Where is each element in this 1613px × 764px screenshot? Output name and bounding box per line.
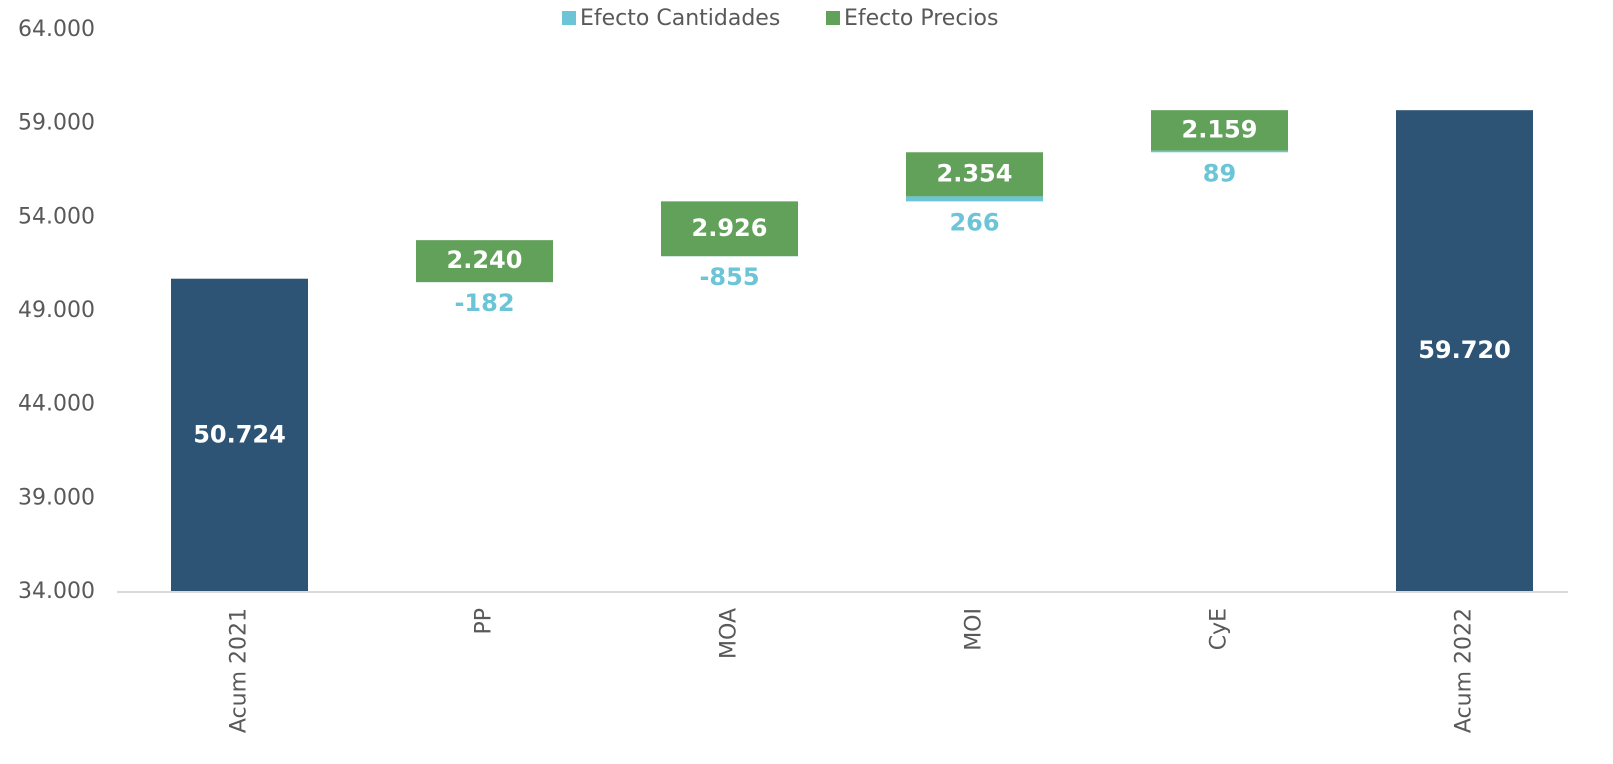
x-tick-label: MOI bbox=[962, 608, 987, 651]
legend-label: Efecto Precios bbox=[844, 6, 998, 31]
x-tick-label: Acum 2022 bbox=[1452, 608, 1477, 733]
y-tick-label: 34.000 bbox=[18, 579, 95, 604]
effect-label: -855 bbox=[699, 263, 759, 291]
effect-bar bbox=[661, 201, 798, 257]
x-tick-label: MOA bbox=[717, 608, 742, 659]
effect-bar bbox=[906, 196, 1043, 202]
total-bar bbox=[1396, 110, 1533, 593]
effect-label: -182 bbox=[454, 289, 514, 317]
x-tick-label: CyE bbox=[1207, 608, 1232, 650]
effect-label: 89 bbox=[1203, 159, 1236, 187]
y-tick-label: 59.000 bbox=[18, 111, 95, 136]
y-tick-label: 44.000 bbox=[18, 392, 95, 417]
y-tick-label: 39.000 bbox=[18, 485, 95, 510]
y-tick-label: 64.000 bbox=[18, 17, 95, 42]
total-bar bbox=[171, 278, 308, 592]
legend-label: Efecto Cantidades bbox=[580, 6, 780, 31]
y-tick-label: 49.000 bbox=[18, 298, 95, 323]
effect-label: 2.240 bbox=[447, 246, 523, 274]
effect-bar bbox=[1151, 150, 1288, 153]
effect-label: 2.926 bbox=[692, 214, 768, 242]
effect-bar bbox=[1151, 110, 1288, 151]
effect-label: 2.159 bbox=[1182, 115, 1258, 143]
x-tick-label: PP bbox=[472, 608, 497, 635]
total-label: 59.720 bbox=[1418, 336, 1511, 364]
x-tick-label: Acum 2021 bbox=[227, 608, 252, 733]
legend-swatch bbox=[562, 11, 576, 25]
legend-swatch bbox=[826, 11, 840, 25]
effect-bar bbox=[416, 240, 553, 283]
effect-label: 2.354 bbox=[937, 159, 1013, 187]
total-label: 50.724 bbox=[193, 420, 286, 448]
y-tick-label: 54.000 bbox=[18, 204, 95, 229]
effect-label: 266 bbox=[949, 208, 999, 236]
effect-bar bbox=[906, 152, 1043, 197]
